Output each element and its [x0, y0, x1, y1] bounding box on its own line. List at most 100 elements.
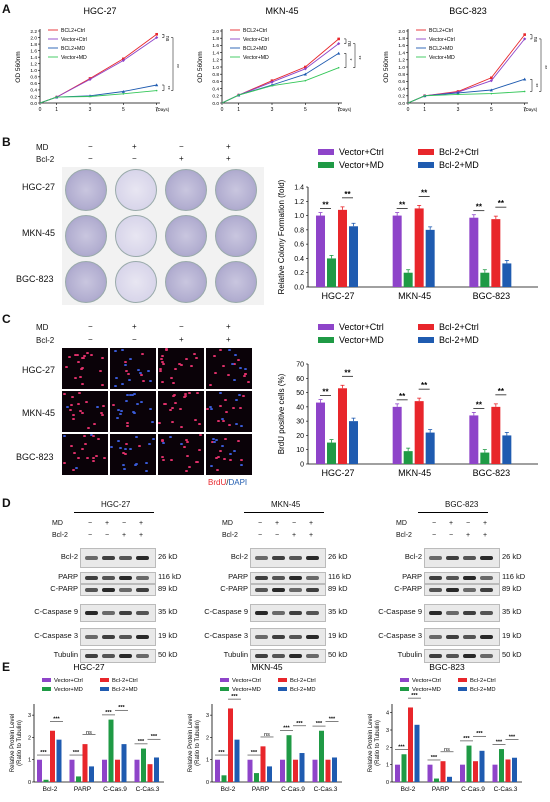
- y-tick-label: 1: [206, 758, 209, 764]
- microscopy-field: [110, 434, 156, 475]
- legend-label: Bcl-2+Ctrl: [290, 678, 316, 684]
- microscopy-field: [158, 391, 204, 432]
- blot-kd-label: 26 kD: [158, 552, 178, 561]
- x-tick-label: 3: [89, 107, 92, 113]
- x-category-label: BGC-823: [473, 468, 511, 478]
- y-tick-label: 1.6: [212, 43, 219, 49]
- microscopy-field: [206, 434, 252, 475]
- y-tick-label: 0.4: [398, 86, 405, 92]
- sig-label: **: [399, 392, 406, 401]
- chart-title: BGC-823: [449, 6, 487, 16]
- y-tick-label: 70: [296, 362, 304, 369]
- microscopy-field: [158, 434, 204, 475]
- y-tick-label: 0.0: [30, 101, 37, 107]
- bar: [427, 764, 433, 782]
- legend-label: Bcl-2+Ctrl: [439, 147, 479, 157]
- blot-treat-sign: +: [449, 520, 454, 527]
- sig-label: ***: [40, 750, 47, 756]
- x-category-label: HGC-27: [321, 291, 354, 301]
- legend-swatch: [400, 687, 409, 691]
- brdu-microscopy-grid: [62, 348, 254, 476]
- legend-label: Vector+MD: [61, 55, 87, 61]
- treat-c-3-bcl2: +: [179, 335, 184, 344]
- legend-label: Bcl-2+MD: [439, 335, 479, 345]
- blot-row-label: C-Caspase 9: [204, 607, 248, 616]
- blot-band-strip: [80, 604, 156, 622]
- sig-label: **: [476, 400, 483, 409]
- data-point: [121, 58, 125, 63]
- sig-label: **: [421, 188, 428, 197]
- y-tick-label: 2: [206, 735, 209, 741]
- y-axis-label-2: (Ratio to Tubulin): [375, 720, 381, 766]
- legend-label: BCL2+Ctrl: [243, 28, 267, 34]
- bar: [327, 258, 336, 287]
- y-tick-label: 50: [296, 390, 304, 397]
- blot-row-label: C-Caspase 9: [34, 607, 78, 616]
- y-tick-label: 10: [296, 447, 304, 454]
- blot-band-strip: [80, 584, 156, 596]
- legend-label: Vector+Ctrl: [61, 37, 87, 43]
- data-point: [155, 35, 159, 40]
- legend-label: Vector+Ctrl: [412, 678, 441, 684]
- bar: [254, 773, 259, 782]
- bar: [414, 208, 424, 287]
- blot-cell-title: MKN-45: [271, 500, 301, 509]
- sig-label: ***: [218, 750, 225, 756]
- x-category-label: Bcl-2: [43, 786, 58, 793]
- panel-letter-b: B: [2, 135, 11, 149]
- legend-label: Bcl-2+MD: [290, 687, 316, 693]
- blot-treat-sign: −: [258, 520, 263, 527]
- bar: [491, 406, 501, 464]
- data-point: [55, 96, 58, 98]
- colony-plate-grid: [62, 167, 264, 305]
- y-tick-label: 1.0: [212, 65, 219, 71]
- blot-kd-label: 19 kD: [502, 631, 522, 640]
- sig-label: **: [322, 388, 329, 397]
- legend-swatch: [278, 687, 287, 691]
- blot-band-strip: [80, 628, 156, 646]
- y-tick-label: 0.0: [398, 101, 405, 107]
- x-category-label: MKN-45: [398, 468, 431, 478]
- blot-row-label: Tubulin: [53, 650, 78, 659]
- y-tick-label: 1.4: [398, 50, 405, 56]
- blot-row-label: Bcl-2: [230, 552, 248, 561]
- blot-band-strip: [250, 548, 326, 568]
- sig-bracket: [530, 34, 533, 40]
- bar: [466, 745, 472, 782]
- data-point: [237, 94, 240, 96]
- sig-label: ***: [151, 734, 158, 740]
- legend-label: BCL2+Ctrl: [429, 28, 453, 34]
- treat-c-2-bcl2: −: [132, 335, 137, 344]
- bar: [392, 215, 402, 287]
- bar: [316, 402, 325, 464]
- legend-swatch: [318, 162, 334, 168]
- stain-legend: BrdU/DAPI: [208, 478, 247, 487]
- y-tick-label: 1.8: [212, 36, 219, 42]
- y-tick-label: 2.0: [398, 29, 405, 35]
- sig-label: ***: [496, 739, 503, 745]
- blot-title-underline: [418, 512, 488, 513]
- y-tick-label: 0.0: [294, 285, 304, 292]
- blot-kd-label: 19 kD: [328, 631, 348, 640]
- legend-swatch: [318, 149, 334, 155]
- y-tick-label: 0.4: [30, 88, 37, 94]
- x-tick-label: 0: [407, 107, 410, 113]
- sig-label: ***: [509, 735, 516, 741]
- blot-row-label: Bcl-2: [404, 552, 422, 561]
- bar: [247, 759, 253, 782]
- data-point: [303, 72, 307, 76]
- data-point: [304, 65, 307, 69]
- y-tick-label: 0.2: [212, 94, 219, 100]
- dapi-stain-label: DAPI: [228, 478, 248, 487]
- bar: [221, 775, 227, 782]
- panel-c-bar-chart: Vector+Ctrl Bcl-2+Ctrl Vector+MD Bcl-2+MD 0 1…: [277, 322, 538, 478]
- y-axis-label: OD 560nm: [197, 51, 204, 82]
- brdu-stain-label: BrdU: [208, 478, 227, 487]
- bar: [480, 272, 490, 287]
- blot-row-label: C-PARP: [220, 584, 248, 593]
- bar: [228, 708, 233, 782]
- legend-label: BCL2+MD: [61, 46, 85, 52]
- data-point: [155, 32, 158, 36]
- y-tick-label: 4: [386, 711, 389, 717]
- row-label-hgc27-c: HGC-27: [22, 365, 56, 375]
